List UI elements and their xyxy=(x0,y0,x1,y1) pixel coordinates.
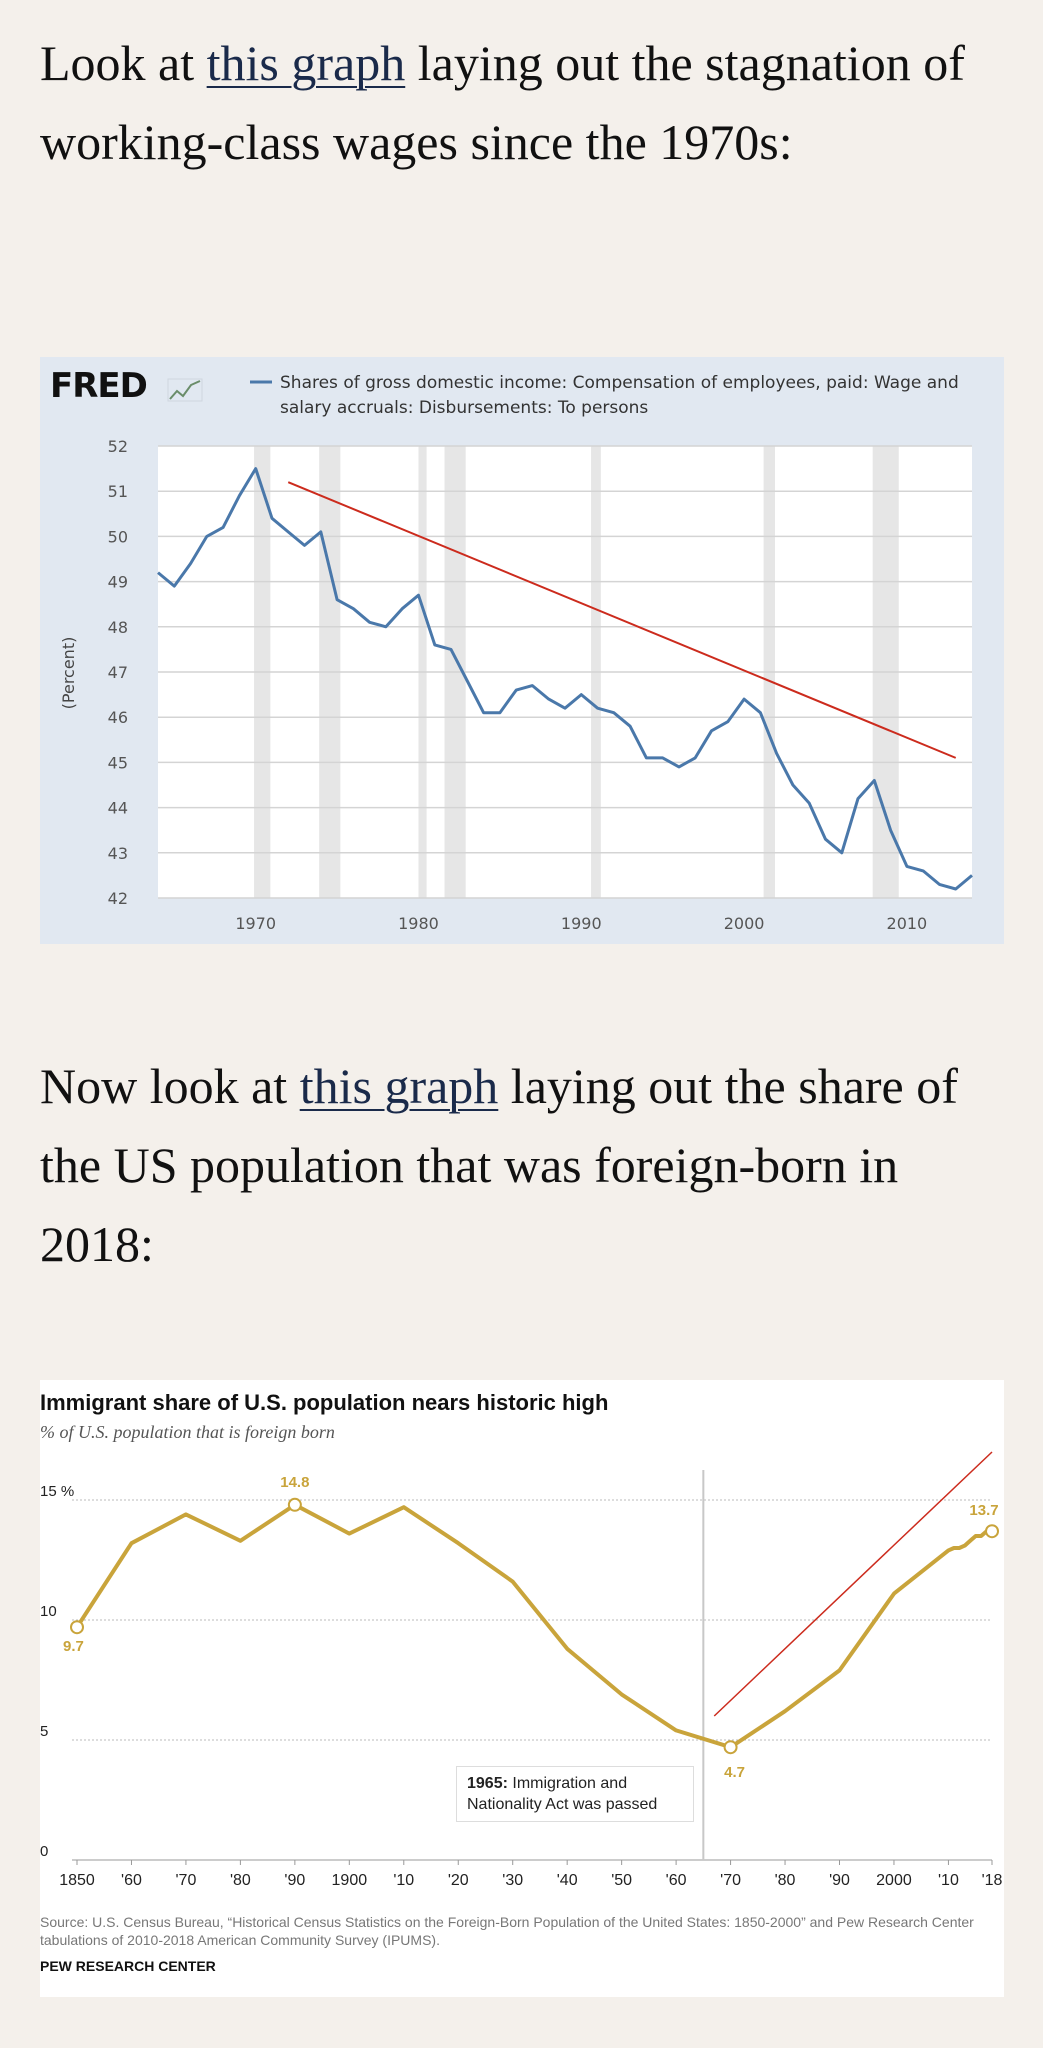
pew-logo: PEW RESEARCH CENTER xyxy=(40,1958,216,1974)
y-tick-label: 51 xyxy=(108,482,128,501)
data-label: 14.8 xyxy=(280,1474,309,1491)
x-tick-label: 1970 xyxy=(235,914,276,933)
chart-title: Immigrant share of U.S. population nears… xyxy=(40,1390,609,1415)
y-tick-label: 10 xyxy=(40,1603,57,1620)
data-label: 4.7 xyxy=(724,1764,745,1781)
y-tick-label: 42 xyxy=(108,889,128,908)
x-tick-label: '60 xyxy=(666,1872,687,1889)
x-tick-label: '30 xyxy=(502,1872,523,1889)
y-tick-label: 43 xyxy=(108,844,128,863)
x-tick-label: '10 xyxy=(393,1872,414,1889)
y-tick-label: 46 xyxy=(108,708,128,727)
x-tick-label: '80 xyxy=(230,1872,251,1889)
data-point-marker xyxy=(985,1524,999,1539)
x-tick-label: 2000 xyxy=(724,914,765,933)
y-tick-label: 5 xyxy=(40,1723,48,1740)
annotation-year: 1965: xyxy=(467,1775,508,1792)
paragraph-text: Now look at xyxy=(40,1058,300,1114)
legend-label: salary accruals: Disbursements: To perso… xyxy=(280,398,648,418)
x-tick-label: '20 xyxy=(448,1872,469,1889)
trend-line xyxy=(713,1451,993,1717)
x-tick-label: '60 xyxy=(121,1872,142,1889)
trend-line xyxy=(287,481,957,759)
y-tick-label: 50 xyxy=(108,527,128,546)
x-tick-label: 1990 xyxy=(561,914,602,933)
data-label: 13.7 xyxy=(969,1502,998,1519)
data-point-marker xyxy=(287,1497,302,1512)
x-tick-label: 1980 xyxy=(398,914,439,933)
fred-chart: 42 43 44 45 46 47 48 49 50 51 52 1970 1980 1990 2000 20… xyxy=(40,357,1004,944)
wage-share-line xyxy=(157,467,973,891)
x-tick-label: 1900 xyxy=(332,1872,368,1889)
chart-source: Source: U.S. Census Bureau, “Historical … xyxy=(40,1914,974,1948)
x-tick-label: 1850 xyxy=(59,1872,95,1889)
x-tick-label: '80 xyxy=(775,1872,796,1889)
annotation-text: Nationality Act was passed xyxy=(467,1796,658,1813)
icon-frame xyxy=(167,378,203,402)
data-label: 9.7 xyxy=(63,1638,84,1655)
x-tick-label: '90 xyxy=(284,1872,305,1889)
x-tick-label: '50 xyxy=(611,1872,632,1889)
fred-logo-icon xyxy=(167,378,203,402)
legend-label: Shares of gross domestic income: Compens… xyxy=(280,373,959,393)
paragraph-immigration: Now look at this graph laying out the sh… xyxy=(40,1047,1000,1284)
y-axis-label: (Percent) xyxy=(59,637,78,710)
y-tick-label: 48 xyxy=(108,618,128,637)
y-tick-label: 15 % xyxy=(40,1483,74,1500)
x-tick-label: '18 xyxy=(982,1872,1003,1889)
annotation-text: Immigration and xyxy=(507,1775,628,1792)
paragraph-text: laying out the stagnation of working-cla… xyxy=(40,35,965,170)
fred-logo: FRED xyxy=(50,366,147,406)
x-tick-label: 2000 xyxy=(876,1872,912,1889)
y-tick-label: 49 xyxy=(108,573,128,592)
data-point-marker xyxy=(70,1620,84,1635)
paragraph-text: laying out the share of the US populatio… xyxy=(40,1058,958,1272)
x-tick-label: '70 xyxy=(175,1872,196,1889)
y-tick-label: 47 xyxy=(108,663,128,682)
y-tick-label: 45 xyxy=(108,753,128,772)
fred-chart-svg: 42 43 44 45 46 47 48 49 50 51 52 1970 1980 1990 2000 20… xyxy=(50,366,973,933)
y-tick-label: 0 xyxy=(40,1843,48,1860)
x-tick-label: '10 xyxy=(938,1872,959,1889)
pew-chart-svg: 0 5 10 15 % 1850 '60 '70 '80 '90 1900 '10 '20 '30 '40… xyxy=(40,1451,1003,1889)
y-tick-label: 44 xyxy=(108,799,128,818)
this-graph-link-immigration[interactable]: this graph xyxy=(299,1058,499,1114)
this-graph-link-wages[interactable]: this graph xyxy=(206,35,406,91)
x-tick-label: 2010 xyxy=(887,914,928,933)
x-tick-label: '40 xyxy=(557,1872,578,1889)
x-tick-label: '70 xyxy=(720,1872,741,1889)
chart-subtitle: % of U.S. population that is foreign bor… xyxy=(40,1422,335,1442)
act-annotation: 1965: Immigration and Nationality Act was… xyxy=(456,1766,694,1822)
immigrant-share-line xyxy=(75,1502,992,1750)
pew-chart: Immigrant share of U.S. population nears… xyxy=(40,1380,1004,1997)
data-point-marker xyxy=(723,1740,738,1755)
y-tick-label: 52 xyxy=(108,437,128,456)
paragraph-wages: Look at this graph laying out the stagna… xyxy=(40,24,1000,182)
x-tick-label: '90 xyxy=(829,1872,850,1889)
icon-line xyxy=(169,380,201,400)
paragraph-text: Look at xyxy=(40,35,207,91)
